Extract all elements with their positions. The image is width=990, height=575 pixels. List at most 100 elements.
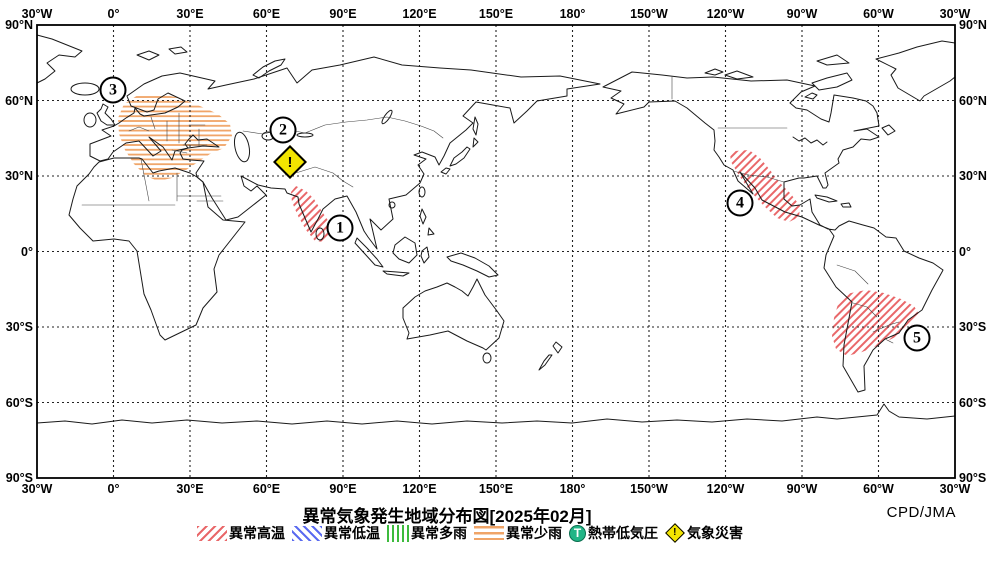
lat-label-right-0: 90°N — [959, 18, 987, 32]
legend-item-low-rain: 異常少雨 — [474, 523, 562, 543]
coast-novaya-zemlya — [252, 58, 286, 79]
lake-balkhash — [296, 132, 314, 138]
lon-label-bottom-6: 150°E — [478, 482, 514, 496]
coast-hainan — [388, 201, 396, 209]
coast-sakhalin — [472, 116, 479, 136]
coast-sumatra — [354, 237, 384, 268]
coast-iceland — [70, 82, 100, 96]
coast-greenland-west-wrap — [36, 34, 83, 84]
coast-ireland — [83, 112, 97, 128]
lake-caspian — [233, 131, 251, 163]
credit-label: CPD/JMA — [886, 504, 956, 521]
lon-label-bottom-9: 120°W — [706, 482, 745, 496]
lon-label-bottom-0: 30°W — [21, 482, 53, 496]
map-frame — [36, 24, 956, 479]
coast-cuba — [814, 194, 838, 203]
coast-antarctica — [36, 403, 956, 425]
legend-item-high-temp: 異常高温 — [197, 523, 285, 543]
coast-svalbard — [136, 46, 188, 61]
lon-label-top-4: 90°E — [329, 7, 357, 21]
legend-swatch-low-temp-icon — [292, 525, 322, 541]
coast-newfoundland — [881, 124, 896, 136]
lon-label-bottom-3: 60°E — [252, 482, 281, 496]
coast-africa — [68, 157, 246, 341]
lat-label-right-5: 60°S — [959, 395, 987, 410]
coast-banks-island — [704, 68, 724, 76]
lat-label-right-6: 90°S — [959, 471, 987, 485]
coast-new-guinea — [446, 252, 499, 278]
lat-label-right-1: 60°N — [959, 93, 987, 108]
coast-sulawesi — [420, 246, 430, 264]
lon-label-bottom-8: 150°W — [630, 482, 668, 496]
coast-hispaniola — [840, 202, 852, 208]
lat-label-right-4: 30°S — [959, 320, 987, 334]
legend-label-tropical-cyclone: 熱帯低気圧 — [588, 525, 658, 541]
coast-japan — [440, 137, 479, 175]
coast-tasmania — [482, 352, 492, 364]
lon-label-top-0: 30°W — [21, 7, 53, 21]
legend-label-low-rain: 異常少雨 — [506, 525, 562, 541]
region-high-temp-southern-south-america — [832, 290, 919, 356]
legend: 異常高温 異常低温 異常多雨 異常少雨 T 熱帯低気圧 ! 気象災害 — [197, 523, 743, 543]
coast-sri-lanka — [315, 227, 325, 241]
legend-swatch-heavy-rain-icon — [387, 524, 409, 542]
lake-baikal — [381, 109, 393, 125]
lat-label-left-1: 60°N — [5, 93, 33, 108]
coast-southampton — [804, 92, 818, 100]
region-high-temp-mexico — [730, 150, 800, 222]
legend-swatch-high-temp-icon — [197, 525, 227, 541]
legend-label-high-temp: 異常高温 — [229, 525, 285, 541]
lon-label-top-2: 30°E — [176, 7, 204, 21]
coast-eurasia — [89, 56, 601, 250]
coast-victoria-island — [724, 70, 754, 80]
lon-label-bottom-12: 30°W — [939, 482, 971, 496]
region-number-marker-1: 1 — [326, 214, 354, 242]
coast-britain — [96, 103, 116, 126]
legend-item-disaster: ! 気象災害 — [665, 523, 743, 543]
coast-australia — [402, 278, 505, 351]
lon-label-top-3: 60°E — [252, 7, 281, 21]
anomaly-regions — [118, 94, 919, 356]
lat-label-left-5: 60°S — [5, 395, 33, 410]
lat-label-left-3: 0° — [21, 244, 33, 259]
region-number-marker-3: 3 — [99, 76, 127, 104]
legend-label-low-temp: 異常低温 — [324, 525, 380, 541]
region-number-marker-4: 4 — [726, 189, 754, 217]
lon-label-bottom-2: 30°E — [176, 482, 204, 496]
lat-label-left-4: 30°S — [5, 320, 33, 334]
great-lakes — [792, 136, 828, 146]
lat-label-right-2: 30°N — [959, 169, 987, 183]
region-number-marker-2: 2 — [269, 116, 297, 144]
coast-baffin — [811, 72, 853, 91]
legend-item-heavy-rain: 異常多雨 — [387, 523, 467, 543]
legend-swatch-tropical-cyclone-icon: T — [569, 524, 586, 542]
lon-label-bottom-10: 90°W — [786, 482, 818, 496]
lon-label-top-8: 150°W — [630, 7, 668, 21]
graticule-grid — [37, 25, 955, 478]
coast-greenland-east — [875, 40, 956, 102]
lon-label-top-9: 120°W — [706, 7, 745, 21]
coast-philippines — [419, 208, 435, 236]
lon-label-bottom-4: 90°E — [329, 482, 357, 496]
lon-label-top-6: 150°E — [478, 7, 514, 21]
lon-label-top-11: 60°W — [863, 7, 894, 21]
coast-borneo — [392, 236, 418, 264]
legend-swatch-disaster-icon: ! — [665, 523, 685, 543]
exclamation-glyph: ! — [673, 527, 677, 538]
lon-label-bottom-7: 180° — [559, 482, 586, 496]
lon-label-top-5: 120°E — [402, 7, 437, 21]
coast-taiwan — [418, 186, 426, 198]
coast-ellesmere — [816, 54, 850, 66]
lon-label-bottom-1: 0° — [107, 482, 120, 496]
legend-item-tropical-cyclone: T 熱帯低気圧 — [569, 523, 658, 543]
lon-label-top-1: 0° — [107, 7, 120, 21]
coast-java — [382, 270, 410, 277]
lat-label-left-0: 90°N — [5, 18, 33, 32]
legend-item-low-temp: 異常低温 — [292, 523, 380, 543]
region-number-marker-5: 5 — [903, 324, 931, 352]
lon-label-top-12: 30°W — [939, 7, 971, 21]
lon-label-top-10: 90°W — [786, 7, 818, 21]
lon-label-bottom-5: 120°E — [402, 482, 437, 496]
